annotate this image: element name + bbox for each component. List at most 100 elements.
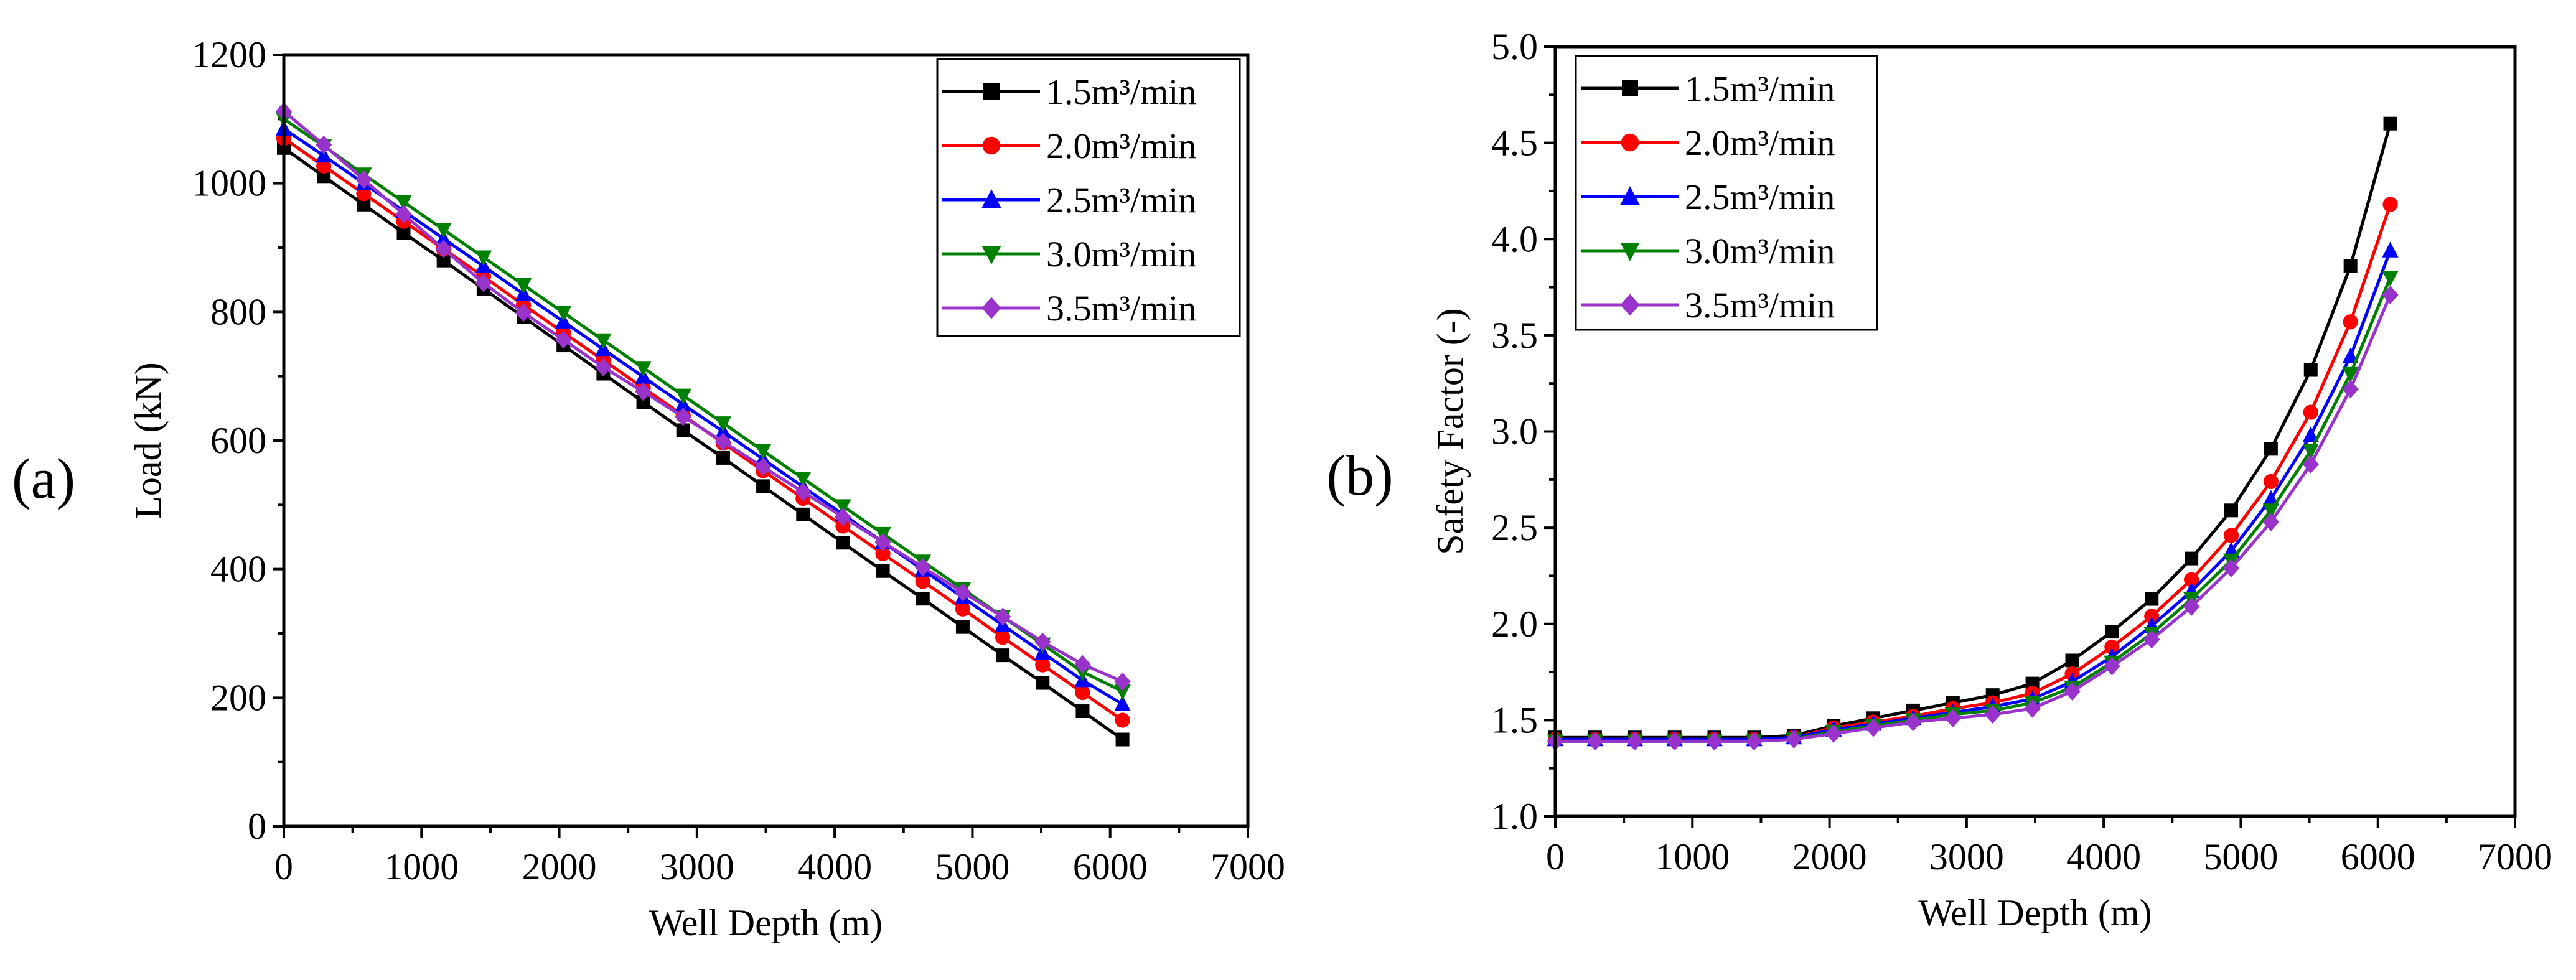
x-tick-label: 6000 xyxy=(1073,846,1148,887)
marker-diamond xyxy=(2064,682,2081,701)
y-tick-label: 200 xyxy=(210,677,266,718)
y-axis-label: Safety Factor (-) xyxy=(1430,308,1471,555)
marker-diamond xyxy=(835,508,851,526)
marker-triangle-down xyxy=(395,195,412,211)
marker-diamond xyxy=(1034,632,1051,651)
marker-circle xyxy=(2104,639,2120,655)
marker-square xyxy=(436,253,451,268)
chart-b-safety-factor: 0 1000 2000 3000 4000 5000 6000 7000 1.0 1.5 2.0 2.… xyxy=(1326,26,2552,933)
marker-circle xyxy=(2223,528,2239,543)
marker-square xyxy=(2343,259,2358,273)
legend-label: 3.0m³/min xyxy=(1685,231,1835,271)
marker-square xyxy=(2383,116,2397,131)
marker-square xyxy=(1622,80,1638,96)
marker-circle xyxy=(2184,572,2199,587)
x-tick-label: 4000 xyxy=(2066,836,2141,877)
marker-diamond xyxy=(2262,512,2280,531)
x-tick-label: 1000 xyxy=(1655,836,1730,877)
marker-diamond xyxy=(475,273,492,292)
series-line xyxy=(1555,123,2392,739)
marker-diamond xyxy=(1586,732,1604,751)
marker-diamond xyxy=(754,457,772,477)
x-tick-label: 3000 xyxy=(1929,836,2004,877)
marker-triangle-down xyxy=(754,444,772,460)
x-axis-label: Well Depth (m) xyxy=(649,902,883,943)
x-tick-label: 7000 xyxy=(1211,846,1285,887)
legend-item: 2.0m³/min xyxy=(942,126,1196,166)
marker-diamond xyxy=(1984,705,2001,724)
marker-triangle-up xyxy=(2342,347,2359,363)
marker-square xyxy=(357,197,371,212)
marker-square xyxy=(2065,653,2079,668)
y-tick-label: 600 xyxy=(210,420,266,461)
marker-diamond xyxy=(435,240,452,258)
series-line xyxy=(283,146,1124,741)
legend-box xyxy=(1575,55,1878,331)
x-tick-label: 6000 xyxy=(2341,836,2415,877)
marker-triangle-down xyxy=(555,306,572,322)
series-line xyxy=(1555,277,2392,743)
marker-diamond xyxy=(1620,294,1640,316)
marker-diamond xyxy=(315,135,332,154)
marker-square xyxy=(2185,551,2199,566)
marker-triangle-down xyxy=(1114,684,1131,701)
marker-diamond xyxy=(1074,655,1091,674)
legend-item: 2.5m³/min xyxy=(942,180,1196,220)
marker-square xyxy=(2145,592,2159,606)
legend-item: 2.5m³/min xyxy=(1581,177,1835,217)
marker-square xyxy=(2264,442,2278,456)
marker-square xyxy=(676,423,690,437)
marker-diamond xyxy=(2222,559,2240,577)
x-tick-label: 5000 xyxy=(2203,836,2278,877)
y-tick-label: 3.5 xyxy=(1491,315,1538,356)
chart-a-load: 0 1000 2000 3000 4000 5000 6000 7000 0 200 400 600 8… xyxy=(12,34,1285,943)
marker-diamond xyxy=(2302,455,2319,474)
legend-label: 2.0m³/min xyxy=(1046,126,1196,166)
marker-diamond xyxy=(2143,630,2160,649)
plot-frame xyxy=(282,53,1250,828)
marker-diamond xyxy=(1904,712,1922,732)
marker-circle xyxy=(2382,197,2398,212)
x-tick-label: 7000 xyxy=(2478,836,2552,877)
marker-square xyxy=(756,479,770,493)
x-tick-label: 0 xyxy=(1546,836,1565,877)
y-tick-label: 4.0 xyxy=(1491,218,1538,259)
marker-triangle-down xyxy=(835,499,851,515)
marker-diamond xyxy=(2342,380,2359,399)
legend-label: 2.5m³/min xyxy=(1046,180,1196,220)
marker-square xyxy=(2224,503,2239,518)
legend: 1.5m³/min 2.0m³/min 2.5m³/min 3.0m³/min 3.5m… xyxy=(936,58,1241,337)
legend-item: 3.0m³/min xyxy=(1581,231,1835,271)
panel-label: (a) xyxy=(12,447,75,510)
x-tick-label: 2000 xyxy=(522,846,597,887)
legend-item: 3.5m³/min xyxy=(1581,285,1835,325)
marker-triangle-down xyxy=(795,471,812,488)
marker-diamond xyxy=(1944,709,1962,728)
legend-item: 3.0m³/min xyxy=(942,234,1196,274)
marker-diamond xyxy=(2104,656,2120,676)
marker-square xyxy=(396,226,411,240)
marker-circle xyxy=(2343,314,2358,330)
marker-diamond xyxy=(1825,724,1842,743)
marker-triangle-down xyxy=(435,223,452,239)
marker-circle xyxy=(955,601,971,617)
series-line xyxy=(283,127,1123,706)
marker-diamond xyxy=(595,358,612,377)
marker-triangle-up xyxy=(2382,241,2399,258)
marker-diamond xyxy=(874,533,891,552)
marker-triangle-up xyxy=(1114,695,1131,711)
marker-circle xyxy=(1621,133,1639,152)
x-tick-label: 5000 xyxy=(935,846,1009,887)
marker-diamond xyxy=(714,432,732,451)
plot-frame xyxy=(1553,45,2517,818)
series-3.5 xyxy=(1547,286,2399,751)
marker-diamond xyxy=(1865,718,1882,737)
marker-diamond xyxy=(1786,730,1802,749)
y-tick-label: 5.0 xyxy=(1491,26,1538,67)
marker-triangle-up xyxy=(1620,186,1640,205)
x-tick-label: 0 xyxy=(274,846,293,887)
marker-triangle-down xyxy=(675,388,691,404)
marker-triangle-down xyxy=(1620,243,1640,261)
legend-label: 1.5m³/min xyxy=(1046,72,1196,112)
